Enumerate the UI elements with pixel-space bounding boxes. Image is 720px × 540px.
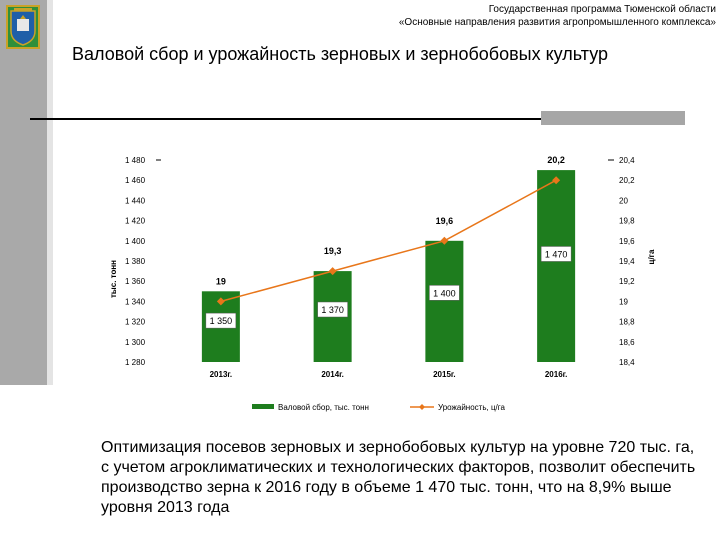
y-axis-title: тыс. тонн <box>109 260 118 298</box>
legend-line-marker <box>419 404 425 410</box>
y2-tick-label: 19,4 <box>619 257 635 266</box>
y-tick-label: 1 300 <box>125 338 146 347</box>
legend-bar-label: Валовой сбор, тыс. тонн <box>278 403 369 412</box>
bar <box>537 170 576 362</box>
title-divider <box>30 118 680 120</box>
y-tick-label: 1 400 <box>125 237 146 246</box>
coat-of-arms-icon <box>6 5 40 49</box>
header-line-1: Государственная программа Тюменской обла… <box>488 4 716 15</box>
line-data-label: 19,6 <box>436 216 454 226</box>
line-point <box>440 236 449 245</box>
bar-label-box <box>540 246 572 262</box>
x-tick-label: 2014г. <box>321 370 344 379</box>
y-tick-label: 1 360 <box>125 277 146 286</box>
bar-data-label: 1 350 <box>210 316 233 326</box>
line-point <box>552 176 561 185</box>
bar-data-label: 1 370 <box>321 305 344 315</box>
bar <box>425 240 464 362</box>
line-point <box>328 267 337 276</box>
x-tick-label: 2015г. <box>433 370 456 379</box>
line-series <box>220 179 557 303</box>
bar-data-label: 1 470 <box>545 249 568 259</box>
y2-axis-title: ц/га <box>647 249 656 264</box>
y2-tick-label: 18,4 <box>619 358 635 367</box>
bar-label-box <box>205 312 237 329</box>
slide-title: Валовой сбор и урожайность зерновых и зе… <box>72 44 609 64</box>
line-data-label: 19,3 <box>324 246 342 256</box>
slide-header: Государственная программа Тюменской обла… <box>399 3 716 29</box>
legend-bar-swatch <box>252 404 274 409</box>
y2-tick-label: 19 <box>619 297 628 306</box>
y2-tick-label: 20,2 <box>619 176 635 185</box>
bar-label-box <box>429 285 460 301</box>
line-data-label: 19 <box>216 276 226 286</box>
y-tick-label: 1 320 <box>125 318 146 327</box>
y2-tick-label: 19,8 <box>619 217 635 226</box>
header-line-2: «Основные направления развития агропромы… <box>398 17 716 28</box>
y2-tick-label: 20,4 <box>619 156 635 165</box>
bar-label-box <box>317 301 348 318</box>
line-data-label: 20,2 <box>547 155 565 165</box>
y-tick-label: 1 460 <box>125 176 146 185</box>
y2-tick-label: 19,2 <box>619 277 635 286</box>
decorative-block <box>541 111 685 125</box>
y-tick-label: 1 480 <box>125 156 146 165</box>
body-text: Оптимизация посевов зерновых и зернобобо… <box>101 439 696 516</box>
y-tick-label: 1 340 <box>125 297 146 306</box>
legend-line-label: Урожайность, ц/га <box>438 403 505 412</box>
y2-tick-label: 18,6 <box>619 338 635 347</box>
x-tick-label: 2016г. <box>545 370 568 379</box>
y2-tick-label: 20 <box>619 196 628 205</box>
line-point <box>216 297 225 306</box>
bar-data-label: 1 400 <box>433 288 456 298</box>
sidebar-band <box>0 0 47 385</box>
y2-tick-label: 19,6 <box>619 237 635 246</box>
sidebar-strip <box>47 0 53 385</box>
y2-tick-label: 18,8 <box>619 318 635 327</box>
x-tick-label: 2013г. <box>210 370 233 379</box>
chart: 1 280 1 300 1 320 1 340 1 360 1 380 1 400 1 420… <box>109 155 656 412</box>
y-tick-label: 1 280 <box>125 358 146 367</box>
y-tick-label: 1 420 <box>125 217 146 226</box>
y-tick-label: 1 380 <box>125 257 146 266</box>
y-tick-label: 1 440 <box>125 196 146 205</box>
